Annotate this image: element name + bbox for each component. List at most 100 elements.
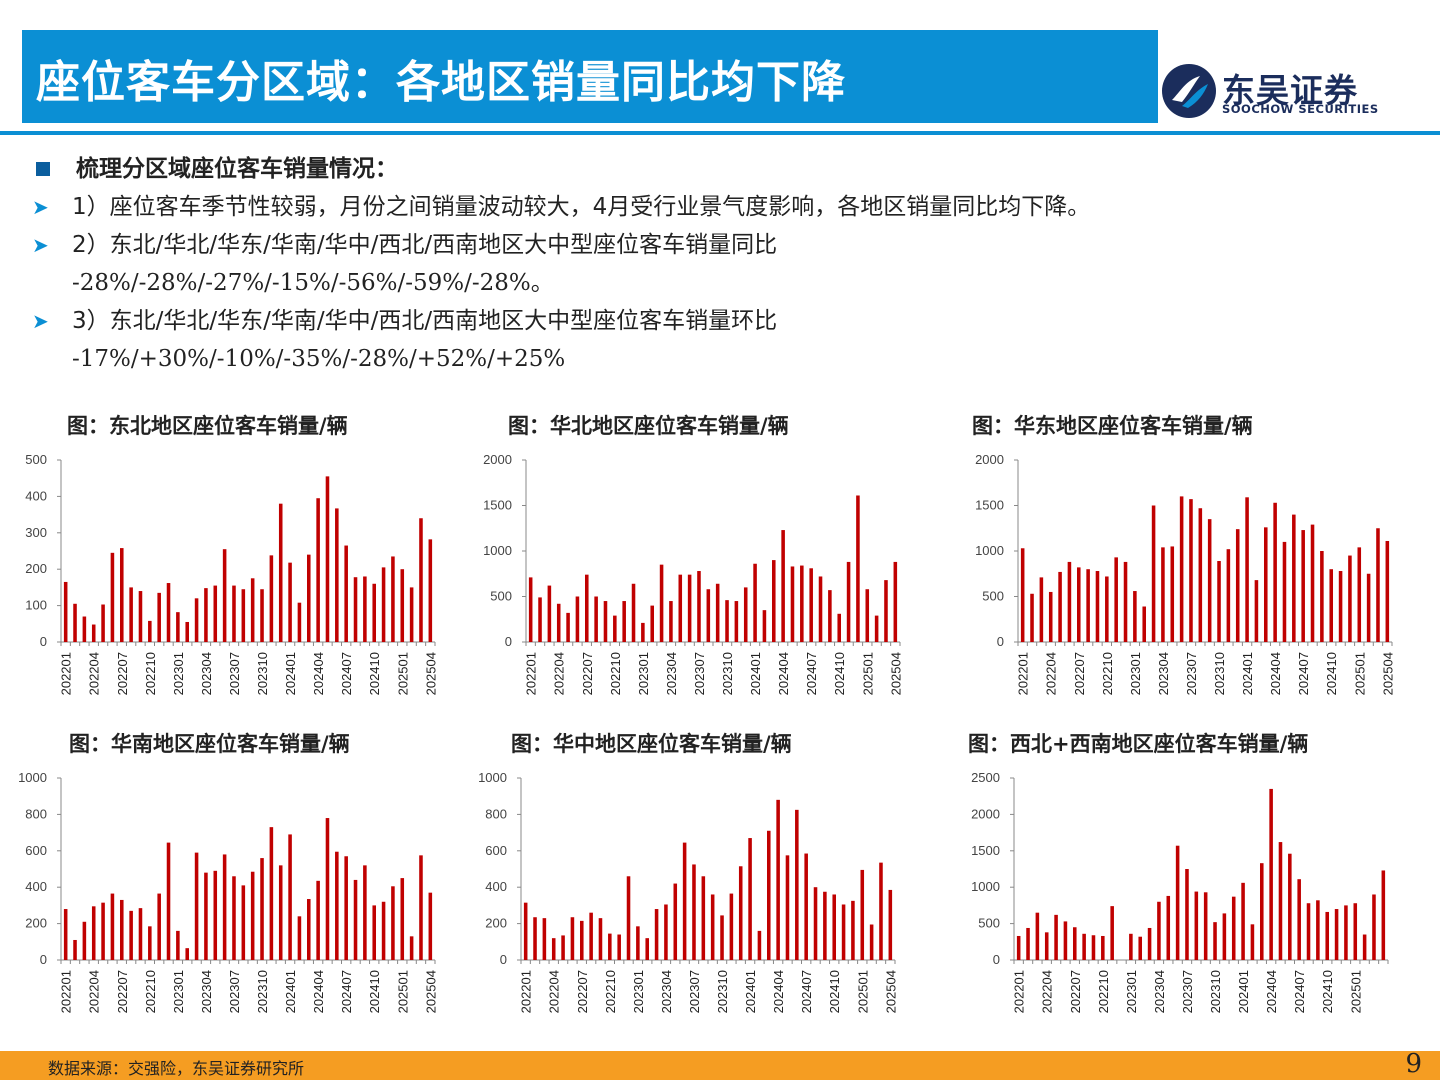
x-tick-label: 202207	[1072, 652, 1087, 695]
chart-svg: 0 200 400 600 800 1000 202201 202204 202207 20221…	[478, 770, 898, 1013]
x-tick-label: 202404	[311, 652, 326, 695]
logo-icon	[1162, 64, 1216, 118]
bar	[129, 587, 133, 642]
bar	[813, 887, 818, 960]
chart-svg: 0 500 1000 1500 2000 202201 202204 202207 202210…	[483, 452, 903, 695]
bar	[91, 624, 96, 642]
bar	[391, 556, 395, 642]
bar	[795, 809, 799, 960]
bar	[1114, 557, 1118, 642]
bar	[1254, 580, 1259, 642]
bar	[1082, 933, 1086, 960]
bar	[673, 883, 678, 960]
bar	[617, 934, 621, 960]
bar	[82, 921, 87, 960]
bar	[1250, 924, 1255, 960]
bar	[335, 508, 339, 642]
bar	[250, 871, 255, 960]
bar	[381, 901, 386, 960]
bar	[738, 866, 743, 960]
y-tick-label: 1500	[975, 498, 1004, 513]
x-tick-label: 202407	[1296, 652, 1311, 695]
bar	[316, 498, 320, 642]
chart-northwest-southwest: 图：西北+西南地区座位客车销量/辆 0 500 1000 1500 2000 2500 20…	[968, 728, 1408, 1048]
bar	[1048, 591, 1053, 642]
bar	[325, 818, 330, 960]
x-tick-label: 202410	[1324, 652, 1339, 695]
x-tick-label: 202410	[367, 652, 382, 695]
bar	[1016, 935, 1021, 960]
x-tick-label: 202504	[423, 652, 438, 695]
bar	[542, 918, 547, 960]
x-tick-label: 202201	[1012, 970, 1027, 1013]
x-tick-label: 202401	[283, 652, 298, 695]
x-tick-label: 202204	[547, 970, 562, 1013]
x-tick-label: 202501	[395, 970, 410, 1013]
bar	[1269, 788, 1273, 960]
x-tick-label: 202410	[1320, 970, 1335, 1013]
bar	[269, 555, 274, 642]
x-tick-label: 202304	[199, 652, 214, 695]
bar	[222, 549, 227, 642]
bar	[734, 601, 739, 642]
bar	[204, 588, 208, 642]
bar	[743, 587, 748, 642]
bar	[710, 894, 715, 960]
bar	[391, 886, 395, 960]
chart-title: 图：华东地区座位客车销量/辆	[972, 414, 1253, 438]
y-tick-label: 500	[25, 452, 47, 467]
bar	[1372, 894, 1376, 960]
bar	[1067, 561, 1072, 642]
bar	[1278, 842, 1283, 960]
x-tick-label: 202504	[883, 970, 898, 1013]
page-number: 9	[1405, 1049, 1422, 1079]
bar	[598, 918, 603, 960]
y-tick-label: 1000	[483, 543, 512, 558]
y-tick-label: 300	[25, 525, 47, 540]
logo-text-cn: 东吴证券	[1222, 71, 1358, 110]
chart-south: 图：华南地区座位客车销量/辆 0 200 400 600 800 1000 202201 20…	[15, 728, 455, 1048]
bar	[1086, 569, 1090, 642]
x-tick-label: 202504	[1380, 652, 1395, 695]
bar	[636, 926, 640, 960]
bar	[148, 926, 152, 960]
bar	[1175, 845, 1180, 960]
bar	[1316, 900, 1320, 960]
x-tick-label: 202310	[720, 652, 735, 695]
x-tick-label: 202310	[255, 652, 270, 695]
bullet-continuation: -17%/+30%/-10%/-35%/-28%/+52%/+25%	[72, 346, 566, 372]
x-tick-label: 202407	[799, 970, 814, 1013]
arrow-bullet-icon: ➤	[32, 195, 49, 219]
x-tick-label: 202404	[776, 652, 791, 695]
bar	[306, 899, 311, 960]
y-tick-label: 400	[485, 879, 507, 894]
x-tick-label: 202210	[143, 970, 158, 1013]
bar	[185, 621, 190, 642]
bar	[409, 936, 414, 960]
bar	[82, 616, 87, 642]
chart-title: 图：华南地区座位客车销量/辆	[69, 732, 350, 756]
bar	[1133, 591, 1137, 642]
x-tick-label: 202501	[1348, 970, 1363, 1013]
bar	[1058, 571, 1062, 642]
x-tick-label: 202201	[59, 652, 74, 695]
bar	[523, 902, 528, 960]
bar	[766, 830, 771, 960]
bar	[1217, 561, 1221, 642]
bar	[166, 842, 171, 960]
bullet-continuation: -28%/-28%/-27%/-15%/-56%/-59%/-28%。	[72, 270, 554, 296]
chart-northeast: 图：东北地区座位客车销量/辆 0 100 200 300 400 500 202201 202…	[15, 410, 455, 730]
x-tick-label: 202310	[1212, 652, 1227, 695]
bar	[278, 865, 283, 960]
chart-svg: 0 500 1000 1500 2000 202201 202204 202207 202210…	[975, 452, 1395, 695]
bar	[1189, 499, 1193, 642]
bar	[575, 596, 580, 642]
bar	[641, 622, 645, 642]
chart-title: 图：东北地区座位客车销量/辆	[67, 414, 348, 438]
bar	[63, 581, 68, 642]
bar	[1241, 882, 1245, 960]
x-tick-label: 202501	[860, 652, 875, 695]
bar	[879, 862, 883, 960]
bar	[232, 876, 236, 960]
bar	[1353, 903, 1358, 960]
